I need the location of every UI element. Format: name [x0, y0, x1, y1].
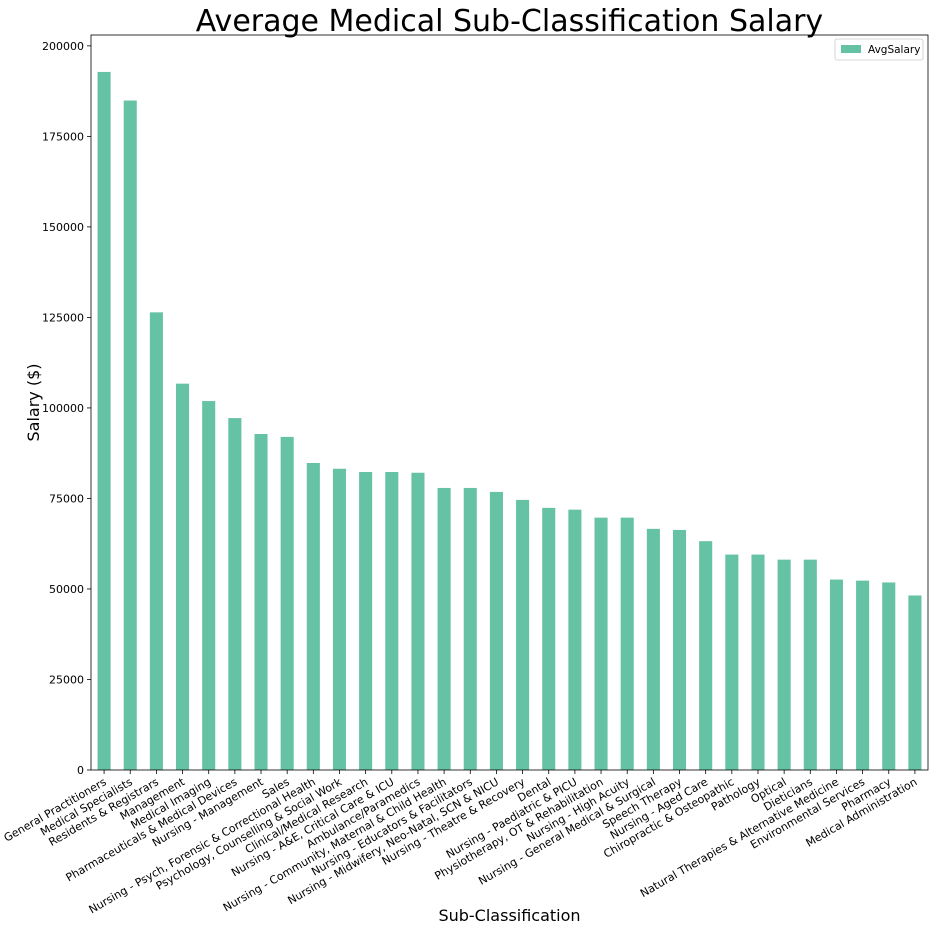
bar: [437, 487, 451, 770]
bar: [751, 554, 765, 770]
bar: [176, 383, 190, 770]
bar: [97, 71, 111, 771]
bar: [542, 507, 556, 770]
legend-frame: [834, 38, 924, 61]
bar: [202, 401, 216, 770]
y-tick-label: 50000: [49, 583, 84, 596]
bar: [332, 468, 347, 770]
bar: [803, 559, 817, 770]
bar: [594, 517, 608, 770]
legend-swatch: [841, 45, 861, 53]
bar: [359, 472, 373, 770]
y-tick-label: 25000: [49, 673, 84, 686]
legend-label: AvgSalary: [868, 44, 920, 56]
bar: [489, 491, 503, 770]
bar: [882, 582, 896, 770]
bar: [646, 528, 660, 770]
bar: [568, 509, 582, 770]
x-axis-title: Sub-Classification: [438, 906, 580, 925]
bar: [856, 580, 870, 770]
chart-title: Average Medical Sub-Classification Salar…: [196, 4, 823, 39]
bar: [149, 312, 163, 770]
bar: [516, 499, 530, 770]
y-tick-label: 175000: [42, 130, 84, 143]
y-tick-label: 0: [77, 764, 84, 777]
bar: [777, 559, 791, 770]
bar: [699, 541, 713, 770]
axes-frame: [90, 34, 929, 771]
bar: [306, 462, 320, 770]
y-tick-label: 75000: [49, 492, 84, 505]
bar: [123, 100, 137, 770]
bar: [620, 517, 634, 770]
bar: [463, 487, 477, 770]
bar: [254, 434, 268, 770]
bar: [228, 418, 242, 770]
y-tick-label: 200000: [42, 40, 84, 53]
y-tick-label: 100000: [42, 402, 84, 415]
y-tick-label: 125000: [42, 311, 84, 324]
bar: [411, 472, 425, 770]
y-axis-title: Salary ($): [24, 363, 43, 441]
bar: [829, 579, 843, 770]
bar: [672, 529, 687, 770]
bar: [385, 472, 399, 770]
bar: [280, 436, 294, 770]
y-tick-label: 150000: [42, 221, 84, 234]
bar: [908, 595, 922, 770]
legend: AvgSalary: [834, 38, 924, 61]
plot-area: 0 25000 50000 75000 100000 125000 150000 175000…: [2, 34, 929, 916]
bar: [725, 554, 739, 770]
